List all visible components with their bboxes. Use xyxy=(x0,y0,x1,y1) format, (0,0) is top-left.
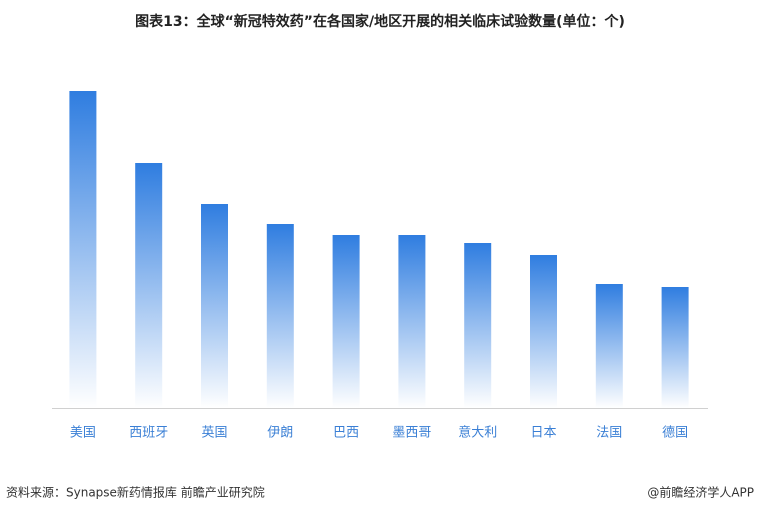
bar xyxy=(398,235,426,408)
bar xyxy=(332,235,360,408)
x-tick-label: 西班牙 xyxy=(129,426,168,441)
bar xyxy=(266,224,294,408)
bar xyxy=(135,163,163,408)
chart-title: 图表13：全球“新冠特效药”在各国家/地区开展的相关临床试验数量(单位：个) xyxy=(135,13,625,30)
bar xyxy=(464,243,492,408)
x-tick-label: 英国 xyxy=(201,426,227,441)
x-tick-label: 意大利 xyxy=(458,425,497,441)
x-tick-label: 伊朗 xyxy=(267,426,293,441)
bar xyxy=(201,204,228,408)
x-tick-label: 德国 xyxy=(662,426,688,441)
x-tick-label: 巴西 xyxy=(333,426,359,441)
credit: @前瞻经济学人APP xyxy=(647,485,754,500)
bar xyxy=(595,284,623,408)
bar xyxy=(530,255,557,408)
x-tick-label: 美国 xyxy=(70,426,96,441)
source: 资料来源：Synapse新药情报库 前瞻产业研究院 xyxy=(6,485,265,500)
bar xyxy=(661,287,689,408)
bar xyxy=(69,91,97,408)
x-tick-label: 日本 xyxy=(530,426,556,441)
x-tick-label: 墨西哥 xyxy=(392,426,431,441)
x-tick-label: 法国 xyxy=(596,426,622,441)
